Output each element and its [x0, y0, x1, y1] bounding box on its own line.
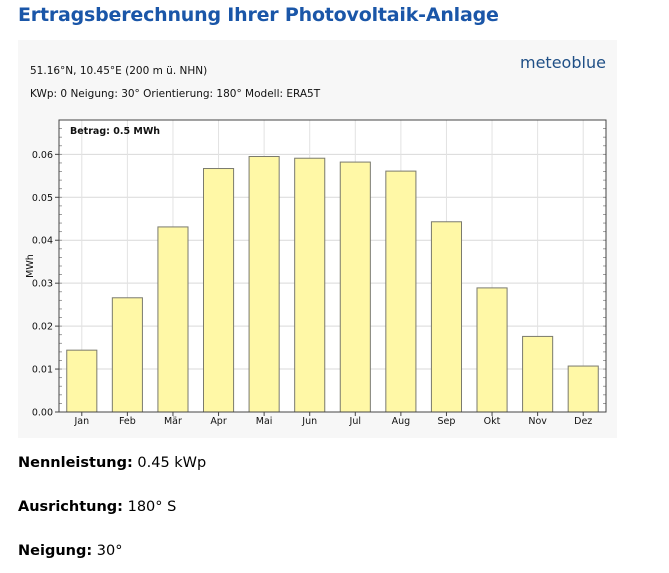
spec-nominal-power: Nennleistung: 0.45 kWp [18, 455, 206, 471]
spec-orientation: Ausrichtung: 180° S [18, 499, 176, 515]
bar-jul [339, 161, 371, 413]
y-tick-label: 0.00 [32, 408, 53, 419]
bar-mai [248, 156, 280, 413]
bar-okt [476, 287, 508, 413]
parameters-text: KWp: 0 Neigung: 30° Orientierung: 180° M… [30, 88, 321, 100]
page-title: Ertragsberechnung Ihrer Photovoltaik-Anl… [18, 4, 499, 26]
plot-frame [58, 119, 607, 413]
spec-label: Nennleistung: [18, 455, 133, 471]
bar-sep [430, 221, 463, 413]
x-tick-label: Feb [119, 416, 136, 427]
y-tick-label: 0.06 [32, 150, 53, 161]
bar-apr [203, 168, 235, 413]
bar-dez [567, 365, 599, 413]
bar-jun [294, 157, 326, 413]
y-tick-label: 0.03 [32, 279, 53, 290]
y-tick-label: 0.02 [32, 322, 53, 333]
bar-jan [66, 349, 98, 413]
bar-feb [111, 297, 143, 413]
x-tick-label: Okt [484, 416, 501, 427]
y-axis-ticks: 0.00 0.01 0.02 0.03 0.04 0.05 0.06 [32, 150, 59, 419]
spec-value: 0.45 kWp [137, 455, 207, 471]
x-tick-label: Jun [301, 416, 317, 427]
x-tick-label: Jul [349, 416, 361, 427]
x-tick-label: Aug [392, 416, 411, 427]
y-axis-label: MWh [25, 254, 36, 278]
x-tick-label: Mai [256, 416, 273, 427]
y-tick-label: 0.04 [32, 236, 53, 247]
plot-area [59, 120, 606, 412]
location-text: 51.16°N, 10.45°E (200 m ü. NHN) [30, 65, 207, 77]
brand-logo: meteoblue [520, 53, 606, 72]
spec-label: Ausrichtung: [18, 499, 123, 515]
x-tick-label: Nov [528, 416, 547, 427]
bar-mär [157, 226, 189, 413]
x-tick-label: Sep [438, 416, 456, 427]
spec-value: 30° [96, 543, 123, 559]
yield-chart-card: meteoblue 51.16°N, 10.45°E (200 m ü. NHN… [18, 40, 617, 438]
yield-bar-chart: meteoblue 51.16°N, 10.45°E (200 m ü. NHN… [25, 53, 607, 427]
x-tick-label: Dez [574, 416, 592, 427]
y-tick-label: 0.05 [32, 193, 53, 204]
spec-tilt: Neigung: 30° [18, 543, 122, 559]
bar-aug [385, 170, 417, 413]
bars [66, 156, 599, 413]
spec-label: Neigung: [18, 543, 93, 559]
spec-value: 180° S [127, 499, 177, 515]
x-tick-label: Apr [210, 416, 227, 427]
total-yield-label: Betrag: 0.5 MWh [70, 126, 160, 137]
y-tick-label: 0.01 [32, 365, 53, 376]
bar-nov [522, 335, 554, 413]
x-axis-ticks: Jan Feb Mär Apr Mai Jun Jul Aug Sep Okt Nov Dez [73, 412, 592, 427]
x-tick-label: Mär [164, 416, 182, 427]
x-tick-label: Jan [73, 416, 89, 427]
